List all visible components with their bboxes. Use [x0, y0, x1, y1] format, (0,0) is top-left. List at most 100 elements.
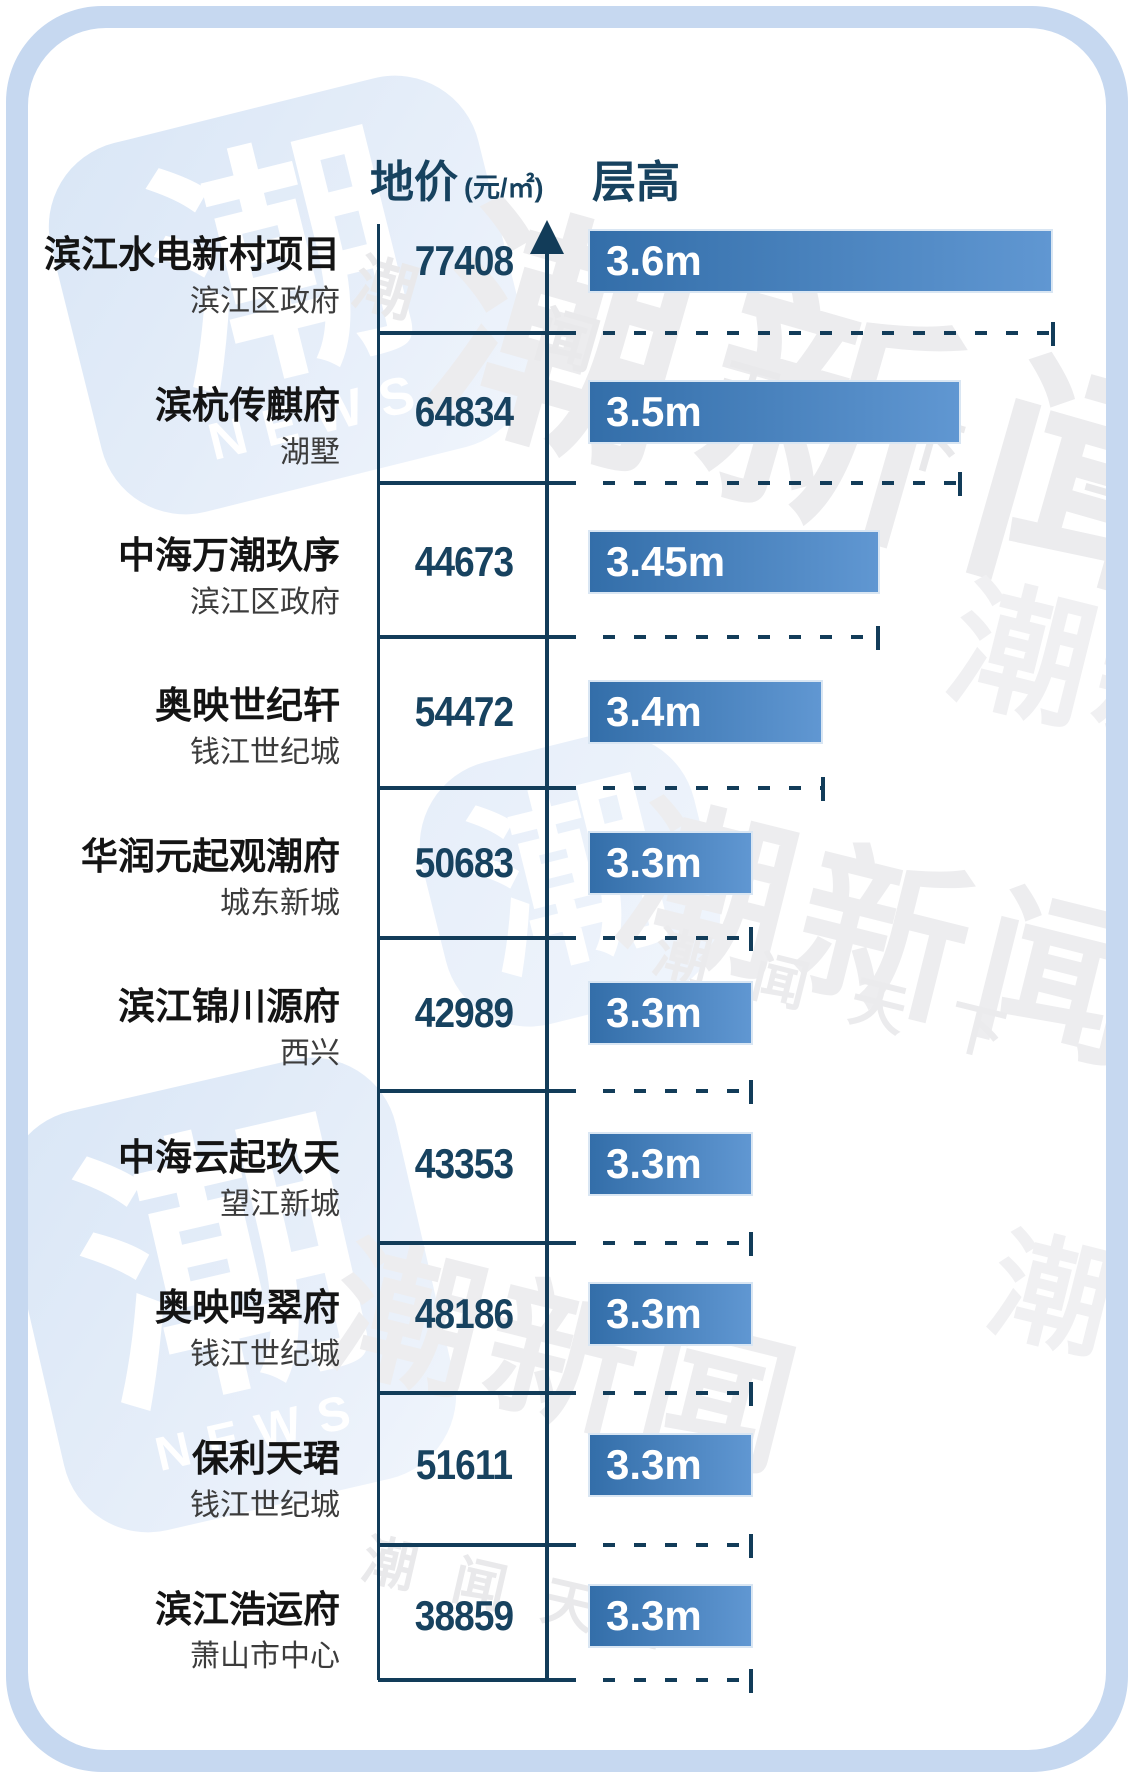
project-label-block: 中海万潮玖序 滨江区政府 [118, 536, 340, 620]
floor-height-bar: 3.4m [590, 682, 821, 742]
floor-height-bar: 3.5m [590, 382, 959, 442]
row-separator-tick [958, 472, 962, 496]
project-name: 滨江锦川源府 [118, 986, 340, 1027]
project-label-block: 滨江水电新村项目 滨江区政府 [44, 235, 340, 319]
project-location: 萧山市中心 [190, 1640, 340, 1673]
price-header-unit: (元/㎡) [464, 173, 544, 203]
row-separator-tick [821, 777, 825, 801]
project-location: 钱江世纪城 [190, 1489, 340, 1522]
floor-height-bar: 3.3m [590, 1284, 751, 1344]
project-label-block: 华润元起观潮府 城东新城 [81, 837, 340, 921]
project-name: 华润元起观潮府 [81, 836, 340, 877]
floor-height-label: 3.3m [606, 1441, 702, 1488]
project-name: 中海万潮玖序 [118, 535, 340, 576]
row-separator-tick [749, 1080, 753, 1104]
floor-height-bar: 3.3m [590, 1134, 751, 1194]
floor-height-bar: 3.6m [590, 231, 1051, 291]
row-separator-tick [749, 1232, 753, 1256]
row-separator-dashed-line [584, 481, 958, 485]
project-label-block: 滨江锦川源府 西兴 [118, 987, 340, 1071]
project-label-block: 滨江浩运府 萧山市中心 [155, 1590, 340, 1674]
row-separator-dashed-line [584, 331, 1051, 335]
row-separator-dashed-line [584, 1543, 749, 1547]
row-separator-dashed-line [584, 936, 749, 940]
axis-arrow-up-icon [530, 220, 564, 254]
row-separator-tick [749, 1382, 753, 1406]
project-label-block: 奥映世纪轩 钱江世纪城 [155, 686, 340, 770]
land-price-value: 77408 [414, 237, 514, 284]
land-price-value: 64834 [414, 388, 514, 435]
row-separator-tick [749, 927, 753, 951]
row-separator-dashed-line [584, 1391, 749, 1395]
row-separator-line [378, 331, 576, 335]
row-separator-line [378, 786, 576, 790]
project-location: 西兴 [280, 1037, 340, 1070]
floor-height-label: 3.3m [606, 989, 702, 1036]
land-price-value: 48186 [414, 1290, 514, 1337]
floor-height-bar: 3.3m [590, 983, 751, 1043]
project-location: 望江新城 [220, 1188, 340, 1221]
axis-line [545, 248, 549, 1680]
land-price-value: 42989 [414, 989, 514, 1036]
floor-height-label: 3.6m [606, 237, 702, 284]
project-label-block: 保利天珺 钱江世纪城 [190, 1439, 340, 1523]
project-label-block: 中海云起玖天 望江新城 [118, 1138, 340, 1222]
project-label-block: 奥映鸣翠府 钱江世纪城 [155, 1288, 340, 1372]
row-separator-line [378, 1391, 576, 1395]
price-column-header: 地价 (元/㎡) [370, 146, 543, 210]
row-separator-line [378, 1678, 576, 1682]
project-name: 滨江水电新村项目 [44, 234, 340, 275]
land-price-value: 44673 [414, 538, 514, 585]
height-column-header: 层高 [592, 158, 680, 207]
row-separator-line [378, 635, 576, 639]
row-separator-tick [749, 1669, 753, 1693]
project-location: 钱江世纪城 [190, 1338, 340, 1371]
project-location: 湖墅 [280, 436, 340, 469]
row-separator-tick [749, 1534, 753, 1558]
row-separator-line [378, 1543, 576, 1547]
floor-height-bar: 3.3m [590, 1435, 751, 1495]
project-location: 滨江区政府 [190, 586, 340, 619]
floor-height-label: 3.3m [606, 839, 702, 886]
floor-height-label: 3.3m [606, 1140, 702, 1187]
row-separator-dashed-line [584, 1678, 749, 1682]
floor-height-label: 3.3m [606, 1290, 702, 1337]
row-separator-line [378, 936, 576, 940]
land-price-value: 54472 [414, 688, 514, 735]
project-name: 保利天珺 [192, 1438, 340, 1479]
row-separator-dashed-line [584, 635, 876, 639]
floor-height-bar: 3.45m [590, 532, 878, 592]
row-separator-tick [1051, 322, 1055, 346]
price-header-label: 地价 [370, 158, 458, 207]
row-separator-line [378, 1241, 576, 1245]
project-name: 奥映世纪轩 [155, 685, 340, 726]
floor-height-label: 3.5m [606, 388, 702, 435]
project-name: 奥映鸣翠府 [155, 1287, 340, 1328]
floor-height-bar: 3.3m [590, 1586, 751, 1646]
row-separator-tick [876, 626, 880, 650]
land-price-value: 38859 [414, 1592, 514, 1639]
project-location: 滨江区政府 [190, 285, 340, 318]
floor-height-bar: 3.3m [590, 833, 751, 893]
floor-height-label: 3.45m [606, 538, 726, 585]
row-separator-dashed-line [584, 1089, 749, 1093]
land-price-value: 50683 [414, 839, 514, 886]
floor-height-label: 3.3m [606, 1592, 702, 1639]
land-price-value: 51611 [415, 1441, 513, 1488]
price-column-left-line [377, 224, 380, 1680]
project-name: 滨杭传麒府 [155, 385, 340, 426]
project-label-block: 滨杭传麒府 湖墅 [155, 386, 340, 470]
row-separator-dashed-line [584, 786, 821, 790]
project-location: 钱江世纪城 [190, 736, 340, 769]
land-price-value: 43353 [414, 1140, 514, 1187]
project-name: 中海云起玖天 [118, 1137, 340, 1178]
project-location: 城东新城 [220, 887, 340, 920]
project-name: 滨江浩运府 [155, 1589, 340, 1630]
white-card: 潮 NEWS 潮新闻 潮 闻 天 下 一 潮 潮新闻 潮闻天下 潮新闻 潮 NE… [28, 28, 1106, 1750]
row-separator-line [378, 1089, 576, 1093]
row-separator-line [378, 481, 576, 485]
floor-height-label: 3.4m [606, 688, 702, 735]
row-separator-dashed-line [584, 1241, 749, 1245]
